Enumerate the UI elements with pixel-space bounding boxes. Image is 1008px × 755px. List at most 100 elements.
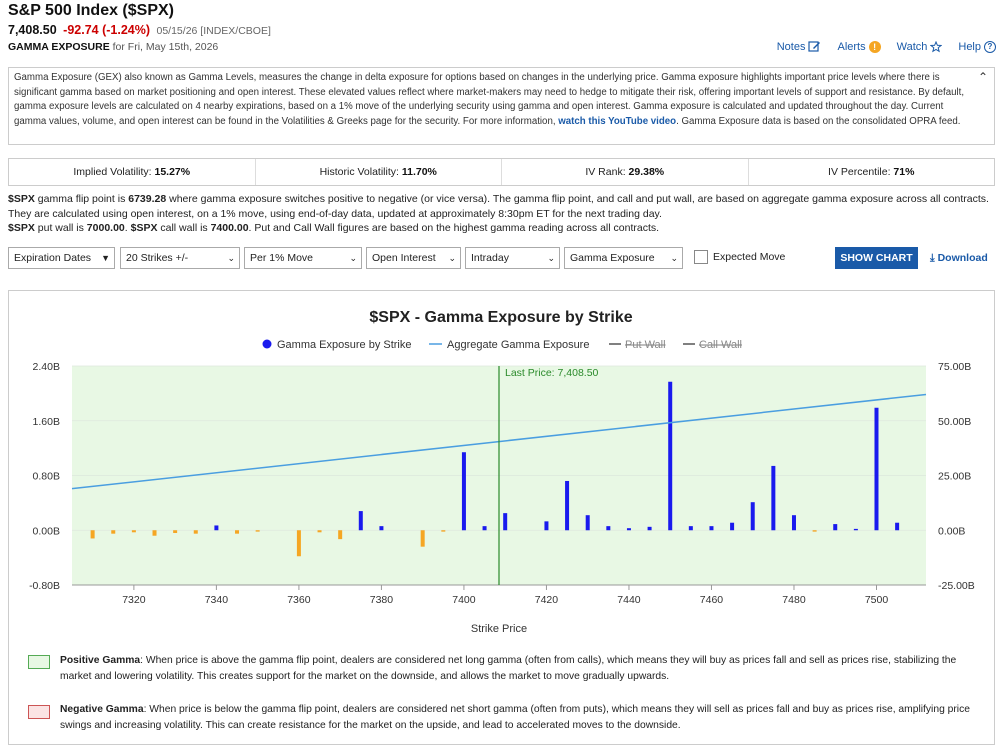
gamma-bar bbox=[255, 530, 260, 532]
positive-gamma-text: : When price is above the gamma flip poi… bbox=[60, 655, 957, 682]
gamma-bar bbox=[771, 465, 776, 531]
price-change: -92.74 (-1.24%) bbox=[63, 23, 151, 37]
expiration-label: Expiration Dates bbox=[14, 252, 92, 264]
y-right-tick: 0.00B bbox=[938, 525, 965, 537]
gamma-bar bbox=[791, 515, 796, 531]
chevron-down-icon: ⌄ bbox=[349, 253, 357, 263]
x-tick-label: 7380 bbox=[370, 594, 394, 606]
subtitle-bold: GAMMA EXPOSURE bbox=[8, 41, 110, 53]
edit-icon bbox=[808, 41, 821, 52]
flip-value: 6739.28 bbox=[128, 193, 167, 205]
legend-callwall[interactable]: Call Wall bbox=[699, 339, 742, 351]
x-tick-label: 7480 bbox=[782, 594, 806, 606]
gamma-bar bbox=[111, 530, 116, 534]
metric-label: Gamma Exposure bbox=[570, 252, 655, 264]
positive-gamma-title: Positive Gamma bbox=[60, 655, 141, 666]
alerts-link[interactable]: Alerts! bbox=[837, 40, 881, 53]
notes-label: Notes bbox=[776, 40, 806, 53]
gamma-bar bbox=[626, 528, 631, 531]
chevron-down-icon: ⌄ bbox=[227, 253, 235, 263]
open-interest-select[interactable]: Open Interest ⌄ bbox=[366, 247, 461, 269]
expected-move-label: Expected Move bbox=[713, 251, 786, 263]
volatility-bar: Implied Volatility: 15.27% Historic Vola… bbox=[8, 158, 995, 186]
alerts-label: Alerts bbox=[837, 40, 866, 53]
watch-link[interactable]: Watch bbox=[896, 40, 943, 53]
x-tick-label: 7460 bbox=[700, 594, 724, 606]
chevron-up-icon[interactable]: ⌃ bbox=[977, 70, 988, 84]
description-text-end: . Gamma Exposure data is based on the co… bbox=[676, 116, 961, 128]
iv-value: 15.27% bbox=[154, 166, 191, 178]
alert-icon: ! bbox=[868, 40, 881, 53]
download-label: Download bbox=[937, 252, 988, 264]
show-chart-button[interactable]: SHOW CHART bbox=[835, 247, 918, 269]
gamma-bar bbox=[688, 526, 693, 531]
negative-gamma-swatch bbox=[28, 705, 50, 719]
plot-area: 2.40B 75.00B 1.60B 50.00B 0.80B 25.00B 0.00B 0.… bbox=[29, 361, 975, 606]
legend-marker-gamma bbox=[262, 339, 272, 349]
period-select[interactable]: Intraday ⌄ bbox=[465, 247, 560, 269]
hv-label: Historic Volatility: bbox=[319, 166, 402, 178]
download-link[interactable]: ⤓ Download bbox=[930, 252, 988, 265]
help-link[interactable]: Help? bbox=[958, 40, 996, 53]
x-tick-label: 7420 bbox=[535, 594, 559, 606]
page-subtitle: GAMMA EXPOSURE for Fri, May 15th, 2026 bbox=[8, 41, 218, 53]
youtube-link[interactable]: watch this YouTube video bbox=[558, 116, 677, 128]
negative-gamma-note: Negative Gamma: When price is below the … bbox=[60, 702, 990, 733]
y-right-tick: 75.00B bbox=[938, 361, 971, 373]
chevron-down-icon: ⌄ bbox=[448, 253, 456, 263]
gamma-bar bbox=[379, 526, 384, 531]
legend-aggregate[interactable]: Aggregate Gamma Exposure bbox=[447, 339, 589, 351]
quote-meta: 05/15/26 [INDEX/CBOE] bbox=[156, 25, 271, 37]
strikes-select[interactable]: 20 Strikes +/- ⌄ bbox=[120, 247, 240, 269]
flip-text: call wall is bbox=[157, 222, 211, 234]
put-wall-value: 7000.00 bbox=[86, 222, 125, 234]
flip-point-text: $SPX gamma flip point is 6739.28 where g… bbox=[8, 192, 998, 236]
positive-gamma-swatch bbox=[28, 655, 50, 669]
gamma-bar bbox=[420, 530, 425, 547]
x-tick-label: 7320 bbox=[122, 594, 146, 606]
gamma-bar bbox=[441, 530, 446, 532]
gamma-bar bbox=[358, 511, 363, 531]
subtitle-date: for Fri, May 15th, 2026 bbox=[109, 41, 219, 53]
y-left-tick: 1.60B bbox=[33, 416, 60, 428]
gamma-bar bbox=[895, 522, 900, 531]
flip-text: . Put and Call Wall figures are based on… bbox=[248, 222, 660, 234]
gamma-exposure-chart: $SPX - Gamma Exposure by Strike Gamma Ex… bbox=[29, 309, 975, 635]
gamma-bar bbox=[317, 530, 322, 533]
hv-value: 11.70% bbox=[401, 166, 437, 178]
help-label: Help bbox=[958, 40, 981, 53]
oi-label: Open Interest bbox=[372, 252, 436, 264]
chevron-down-icon: ⌄ bbox=[670, 253, 678, 263]
gamma-bar bbox=[503, 513, 508, 531]
description-text: Gamma Exposure (GEX) also known as Gamma… bbox=[14, 72, 965, 128]
top-links: Notes Alerts! Watch Help? bbox=[777, 40, 996, 53]
metric-select[interactable]: Gamma Exposure ⌄ bbox=[564, 247, 683, 269]
x-tick-label: 7500 bbox=[865, 594, 889, 606]
chart-title: $SPX - Gamma Exposure by Strike bbox=[369, 309, 632, 326]
gamma-bar bbox=[544, 521, 549, 531]
ivp-value: 71% bbox=[893, 166, 915, 178]
move-label: Per 1% Move bbox=[250, 252, 314, 264]
watch-label: Watch bbox=[896, 40, 928, 53]
download-icon: ⤓ bbox=[930, 252, 935, 264]
notes-link[interactable]: Notes bbox=[777, 40, 822, 53]
strikes-label: 20 Strikes +/- bbox=[126, 252, 189, 264]
legend-gamma[interactable]: Gamma Exposure by Strike bbox=[277, 339, 412, 351]
x-axis-title: Strike Price bbox=[471, 623, 527, 635]
chart-panel: $SPX - Gamma Exposure by Strike Gamma Ex… bbox=[8, 290, 995, 745]
chevron-down-icon: ⌄ bbox=[547, 253, 555, 263]
period-label: Intraday bbox=[471, 252, 509, 264]
gamma-bar bbox=[730, 522, 735, 531]
gamma-bar bbox=[709, 526, 714, 531]
gamma-bar bbox=[853, 528, 858, 531]
gex-description: Gamma Exposure (GEX) also known as Gamma… bbox=[8, 67, 995, 145]
symbol: $SPX bbox=[130, 222, 158, 234]
x-tick-label: 7440 bbox=[617, 594, 641, 606]
expiration-dates-dropdown[interactable]: Expiration Dates ▼ bbox=[8, 247, 115, 269]
ivr-label: IV Rank: bbox=[585, 166, 629, 178]
legend-putwall[interactable]: Put Wall bbox=[625, 339, 666, 351]
flip-text: gamma flip point is bbox=[34, 193, 129, 205]
expected-move-checkbox[interactable] bbox=[694, 250, 708, 264]
move-select[interactable]: Per 1% Move ⌄ bbox=[244, 247, 362, 269]
star-icon bbox=[930, 40, 943, 52]
